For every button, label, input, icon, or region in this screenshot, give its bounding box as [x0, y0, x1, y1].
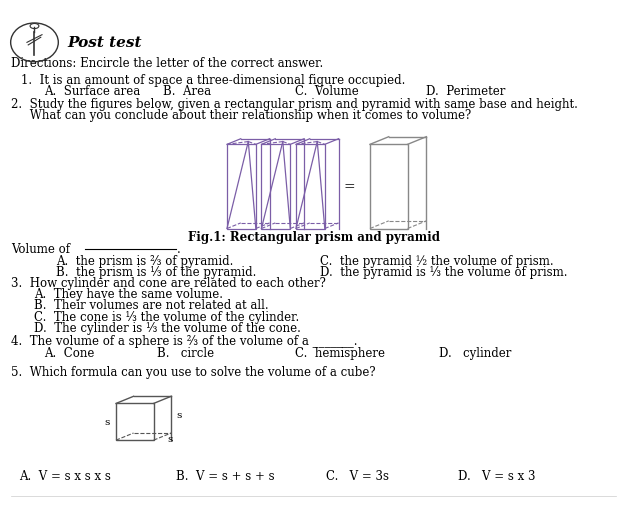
- Text: C.  The cone is ⅓ the volume of the cylinder.: C. The cone is ⅓ the volume of the cylin…: [34, 310, 300, 323]
- Text: D.   cylinder: D. cylinder: [439, 347, 511, 360]
- Text: D.  Perimeter: D. Perimeter: [426, 85, 506, 98]
- Text: B.  Their volumes are not related at all.: B. Their volumes are not related at all.: [34, 299, 269, 312]
- Text: Volume of: Volume of: [11, 243, 70, 256]
- Text: =: =: [344, 180, 356, 194]
- Text: s: s: [105, 417, 110, 427]
- Text: C.   V = 3s: C. V = 3s: [326, 469, 389, 483]
- Text: Post test: Post test: [68, 36, 142, 50]
- Text: B.  V = s + s + s: B. V = s + s + s: [176, 469, 274, 483]
- Text: C.  Volume: C. Volume: [295, 85, 359, 98]
- Text: D.  The cylinder is ⅓ the volume of the cone.: D. The cylinder is ⅓ the volume of the c…: [34, 321, 302, 334]
- Text: s: s: [167, 434, 173, 443]
- Text: D.   V = s x 3: D. V = s x 3: [458, 469, 535, 483]
- Text: .: .: [177, 243, 181, 256]
- Text: B.   circle: B. circle: [157, 347, 214, 360]
- Text: C.  the pyramid ½ the volume of prism.: C. the pyramid ½ the volume of prism.: [320, 254, 554, 267]
- Text: B.  the prism is ⅓ of the pyramid.: B. the prism is ⅓ of the pyramid.: [56, 265, 257, 278]
- Text: s: s: [176, 410, 182, 419]
- Text: 2.  Study the figures below, given a rectangular prism and pyramid with same bas: 2. Study the figures below, given a rect…: [11, 98, 578, 111]
- Text: A.  V = s x s x s: A. V = s x s x s: [19, 469, 111, 483]
- Text: A.  Cone: A. Cone: [44, 347, 94, 360]
- Text: Fig.1: Rectangular prism and pyramid: Fig.1: Rectangular prism and pyramid: [187, 230, 440, 243]
- Text: 4.  The volume of a sphere is ⅔ of the volume of a _______.: 4. The volume of a sphere is ⅔ of the vo…: [11, 334, 358, 348]
- Text: B.  Area: B. Area: [163, 85, 211, 98]
- Text: Directions: Encircle the letter of the correct answer.: Directions: Encircle the letter of the c…: [11, 57, 324, 70]
- Text: 5.  Which formula can you use to solve the volume of a cube?: 5. Which formula can you use to solve th…: [11, 365, 376, 378]
- Text: D.  the pyramid is ⅓ the volume of prism.: D. the pyramid is ⅓ the volume of prism.: [320, 265, 567, 278]
- Text: 1.  It is an amount of space a three-dimensional figure occupied.: 1. It is an amount of space a three-dime…: [21, 73, 405, 87]
- Text: C.  hemisphere: C. hemisphere: [295, 347, 385, 360]
- Text: A.  Surface area: A. Surface area: [44, 85, 140, 98]
- Text: A.  the prism is ⅔ of pyramid.: A. the prism is ⅔ of pyramid.: [56, 254, 234, 267]
- Text: 3.  How cylinder and cone are related to each other?: 3. How cylinder and cone are related to …: [11, 276, 326, 290]
- Text: A.  They have the same volume.: A. They have the same volume.: [34, 288, 223, 301]
- Text: What can you conclude about their relationship when it comes to volume?: What can you conclude about their relati…: [11, 109, 472, 122]
